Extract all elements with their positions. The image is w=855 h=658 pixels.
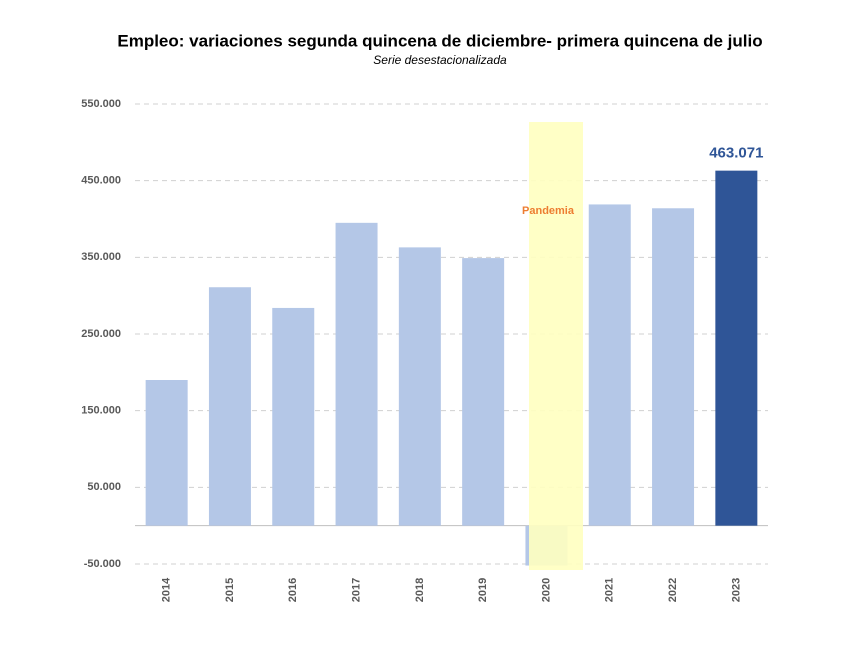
pandemic-band [529,122,583,570]
bar [145,380,188,526]
y-tick-label: 550.000 [81,98,121,110]
chart-title: Empleo: variaciones segunda quincena de … [117,31,762,50]
bar [462,258,505,526]
y-tick-label: 150.000 [81,405,121,417]
y-tick-label: 350.000 [81,251,121,263]
bar [652,208,695,526]
bar [588,204,631,526]
bar [398,247,441,526]
x-tick-label: 2023 [730,578,742,602]
y-tick-label: 50.000 [87,481,121,493]
labels: -50.000 50.000 150.000 250.000 350.000 450.00… [81,98,763,602]
bar [715,170,758,526]
value-label: 463.071 [709,145,763,162]
x-tick-label: 2015 [224,578,236,602]
x-tick-label: 2018 [414,578,426,602]
x-tick-label: 2019 [477,578,489,602]
chart-subtitle: Serie desestacionalizada [373,53,507,67]
y-tick-label: 250.000 [81,328,121,340]
x-tick-label: 2020 [540,578,552,602]
annotation: Pandemia [522,205,575,217]
x-tick-label: 2022 [667,578,679,602]
x-tick-label: 2016 [287,578,299,602]
y-tick-label: 450.000 [81,175,121,187]
bar [208,287,251,526]
bar [335,222,378,526]
plot-area [135,103,768,566]
x-tick-label: 2021 [604,578,616,602]
bar [272,307,315,526]
x-tick-label: 2017 [350,578,362,602]
y-tick-label: -50.000 [84,558,121,570]
x-tick-label: 2014 [161,577,173,602]
